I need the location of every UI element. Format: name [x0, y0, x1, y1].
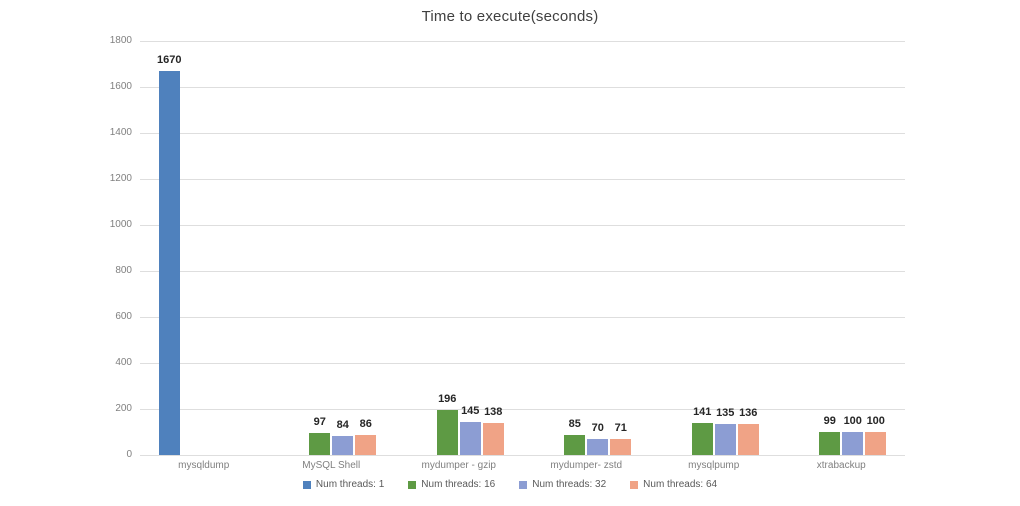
bar-value-label: 97 — [313, 416, 326, 428]
legend-marker-icon — [302, 480, 311, 489]
x-axis-category-label: mydumper - gzip — [421, 460, 496, 471]
y-axis-tick-label: 1600 — [109, 81, 132, 92]
bar-value-label: 138 — [484, 406, 503, 418]
bar — [355, 435, 377, 455]
y-axis-tick-label: 1800 — [109, 35, 132, 46]
bar-value-label: 100 — [843, 415, 862, 427]
gridline — [140, 317, 905, 318]
bar — [610, 439, 632, 455]
legend-marker-icon — [408, 480, 417, 489]
x-axis-category-label: MySQL Shell — [302, 460, 361, 471]
gridline — [140, 133, 905, 134]
bar-value-label: 1670 — [157, 54, 182, 66]
bar-value-label: 141 — [693, 406, 712, 418]
bar — [158, 71, 180, 455]
legend-item: Num threads: 1 — [302, 479, 385, 490]
bar — [564, 435, 586, 455]
gridline — [140, 271, 905, 272]
x-axis-category-label: mysqldump — [178, 460, 230, 471]
gridline — [140, 87, 905, 88]
bar-value-label: 85 — [568, 418, 581, 430]
x-axis-category-label: mysqlpump — [688, 460, 740, 471]
y-axis-tick-label: 600 — [115, 311, 132, 322]
gridline — [140, 41, 905, 42]
bar-value-label: 196 — [438, 393, 457, 405]
bar — [714, 424, 736, 455]
bar — [865, 432, 887, 455]
gridline — [140, 409, 905, 410]
chart-title: Time to execute(seconds) — [421, 8, 599, 25]
legend-item: Num threads: 16 — [408, 479, 495, 490]
bar-value-label: 86 — [359, 418, 372, 430]
bar-value-label: 136 — [739, 407, 758, 419]
bar-value-label: 100 — [866, 415, 885, 427]
y-axis-tick-label: 800 — [115, 265, 132, 276]
legend-label: Num threads: 1 — [315, 479, 385, 490]
legend-label: Num threads: 64 — [643, 479, 718, 490]
bar — [819, 432, 841, 455]
bar — [587, 439, 609, 455]
y-axis-tick-label: 0 — [126, 449, 132, 460]
legend-marker-icon — [630, 480, 639, 489]
legend-label: Num threads: 16 — [421, 479, 496, 490]
bar — [332, 436, 354, 455]
y-axis-tick-label: 1400 — [109, 127, 132, 138]
bar — [737, 424, 759, 455]
legend-item: Num threads: 32 — [519, 479, 606, 490]
gridline — [140, 455, 905, 456]
y-axis-tick-label: 200 — [115, 403, 132, 414]
legend-item: Num threads: 64 — [630, 479, 717, 490]
bar-value-label: 71 — [614, 422, 627, 434]
y-axis-tick-label: 1200 — [109, 173, 132, 184]
legend-label: Num threads: 32 — [532, 479, 607, 490]
x-axis-category-label: xtrabackup — [816, 460, 866, 471]
y-axis-tick-label: 1000 — [109, 219, 132, 230]
bar-value-label: 84 — [336, 419, 349, 431]
bar-value-label: 99 — [823, 415, 836, 427]
x-axis-category-label: mydumper- zstd — [550, 460, 623, 471]
bar — [842, 432, 864, 455]
bar — [436, 410, 458, 455]
bar — [691, 423, 713, 455]
bar-value-label: 145 — [461, 405, 480, 417]
chart-legend: Num threads: 1 Num threads: 16 Num threads… — [0, 479, 1020, 490]
bar — [459, 422, 481, 455]
gridline — [140, 225, 905, 226]
bar — [482, 423, 504, 455]
bar-value-label: 135 — [716, 407, 735, 419]
bar-value-label: 70 — [591, 422, 604, 434]
legend-marker-icon — [519, 480, 528, 489]
gridline — [140, 179, 905, 180]
gridline — [140, 363, 905, 364]
y-axis-tick-label: 400 — [115, 357, 132, 368]
bar — [309, 433, 331, 455]
